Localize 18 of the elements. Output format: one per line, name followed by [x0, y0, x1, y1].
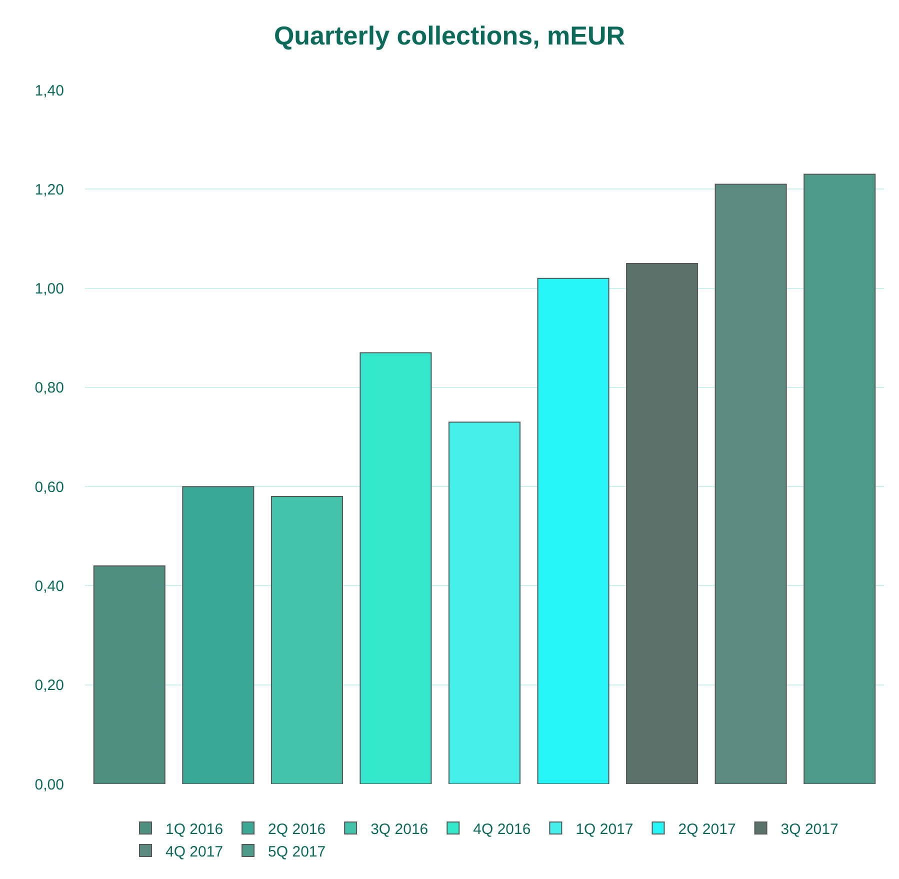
chart-title: Quarterly collections, mEUR — [274, 20, 626, 51]
y-tick-label: 1,40 — [34, 82, 64, 100]
legend-label: 1Q 2016 — [166, 820, 224, 838]
legend-label: 5Q 2017 — [268, 843, 326, 860]
y-tick-label: 1,00 — [34, 280, 64, 298]
legend-label: 4Q 2016 — [473, 820, 531, 838]
legend-label: 3Q 2016 — [370, 820, 428, 838]
y-tick-label: 0,00 — [34, 776, 64, 794]
legend-label: 3Q 2017 — [780, 820, 838, 838]
y-tick-label: 1,20 — [34, 181, 64, 198]
y-tick-label: 0,20 — [34, 677, 64, 694]
legend-label: 1Q 2017 — [576, 820, 634, 838]
y-tick-label: 0,60 — [34, 478, 64, 496]
legend-label: 4Q 2017 — [166, 843, 224, 860]
y-tick-label: 0,40 — [34, 578, 64, 595]
legend-label: 2Q 2017 — [678, 820, 736, 838]
legend-label: 2Q 2016 — [268, 820, 326, 838]
y-tick-label: 0,80 — [34, 380, 64, 397]
